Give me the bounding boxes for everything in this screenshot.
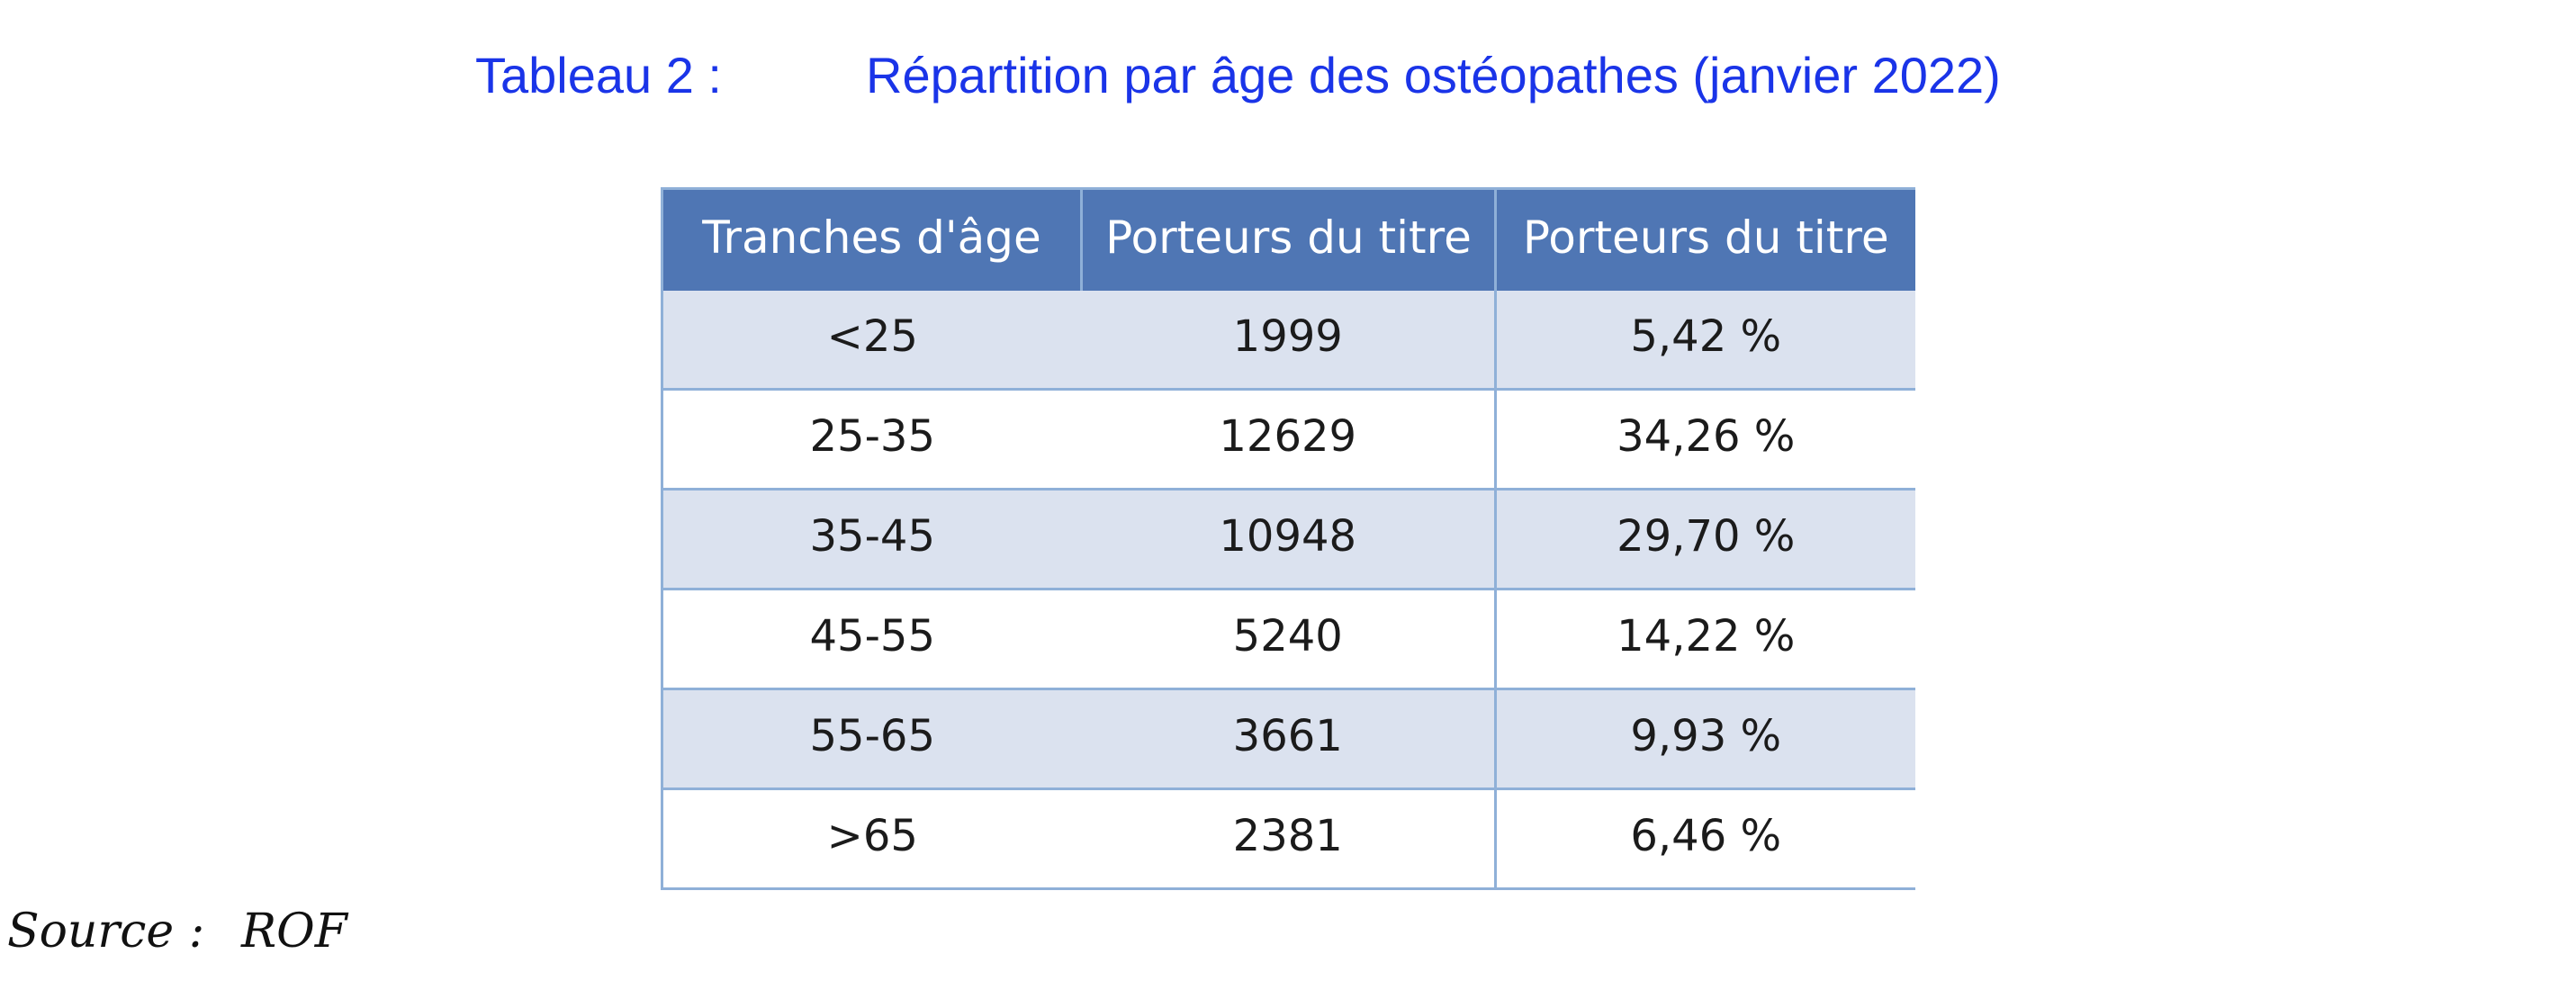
- header-count: Porteurs du titre: [1080, 187, 1496, 291]
- cell-percentage: 9,93 %: [1494, 688, 1915, 790]
- cell-age-range: 55-65: [661, 688, 1082, 790]
- source-label: Source :: [7, 904, 205, 958]
- cell-count: 2381: [1081, 788, 1496, 890]
- cell-age-range: <25: [661, 291, 1082, 391]
- cell-percentage: 29,70 %: [1494, 489, 1915, 590]
- cell-count: 5240: [1081, 589, 1496, 690]
- source-line: Source : ROF: [7, 900, 347, 963]
- cell-count: 12629: [1081, 389, 1496, 490]
- caption-title: Répartition par âge des ostéopathes (jan…: [866, 47, 2001, 104]
- table-row: <25 1999 5,42 %: [661, 291, 1915, 391]
- table-row: >65 2381 6,46 %: [661, 788, 1915, 890]
- cell-percentage: 6,46 %: [1494, 788, 1915, 890]
- cell-count: 3661: [1081, 688, 1496, 790]
- cell-percentage: 5,42 %: [1494, 291, 1915, 391]
- cell-count: 10948: [1081, 489, 1496, 590]
- cell-age-range: 25-35: [661, 389, 1082, 490]
- header-percentage: Porteurs du titre: [1494, 187, 1915, 291]
- source-value: ROF: [241, 904, 347, 958]
- table-row: 25-35 12629 34,26 %: [661, 389, 1915, 490]
- cell-age-range: >65: [661, 788, 1082, 890]
- cell-percentage: 34,26 %: [1494, 389, 1915, 490]
- header-age-range: Tranches d'âge: [661, 187, 1082, 291]
- cell-age-range: 35-45: [661, 489, 1082, 590]
- caption-label: Tableau 2 :: [475, 47, 722, 104]
- cell-count: 1999: [1081, 291, 1496, 391]
- table-row: 35-45 10948 29,70 %: [661, 489, 1915, 590]
- table-header-row: Tranches d'âge Porteurs du titre Porteur…: [661, 187, 1915, 291]
- age-distribution-table: Tranches d'âge Porteurs du titre Porteur…: [661, 187, 1915, 890]
- table-row: 55-65 3661 9,93 %: [661, 688, 1915, 790]
- cell-age-range: 45-55: [661, 589, 1082, 690]
- cell-percentage: 14,22 %: [1494, 589, 1915, 690]
- table-caption: Tableau 2 : Répartition par âge des osté…: [0, 40, 2576, 112]
- table-row: 45-55 5240 14,22 %: [661, 589, 1915, 690]
